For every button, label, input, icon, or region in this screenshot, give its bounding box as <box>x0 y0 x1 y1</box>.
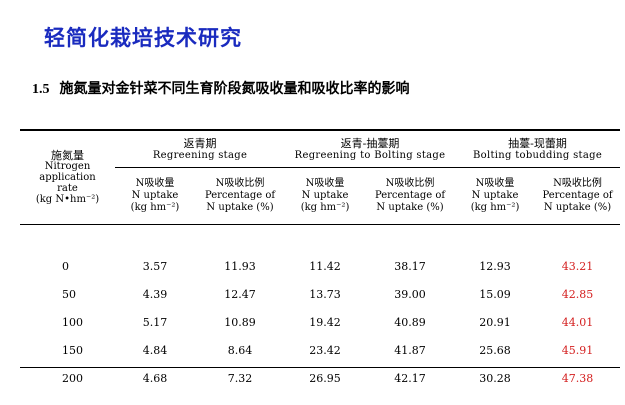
value-cell: 15.09 <box>479 287 511 301</box>
ratio-header: N吸收比例 Percentage of N uptake (%) <box>374 177 446 213</box>
table-row: 100 5.17 10.89 19.42 40.89 20.91 44.01 <box>20 308 620 336</box>
value-cell: 20.91 <box>479 315 511 329</box>
stage-header-rule <box>115 167 620 168</box>
value-cell: 4.39 <box>142 287 168 301</box>
table-row: 50 4.39 12.47 13.73 39.00 15.09 42.85 <box>20 280 620 308</box>
value-cell: 5.17 <box>142 315 168 329</box>
value-cell: 23.42 <box>309 343 341 357</box>
value-cell: 41.87 <box>394 343 426 357</box>
highlighted-value-cell: 43.21 <box>561 259 594 273</box>
table-row: 0 3.57 11.93 11.42 38.17 12.93 43.21 <box>20 252 620 280</box>
value-cell: 42.17 <box>394 371 426 385</box>
value-cell: 3.57 <box>142 259 168 273</box>
section-heading-text: 施氮量对金针菜不同生育阶段氮吸收量和吸收比率的影响 <box>59 81 410 97</box>
value-cell: 4.68 <box>142 371 168 385</box>
value-cell: 12.93 <box>479 259 511 273</box>
value-cell: 10.89 <box>224 315 256 329</box>
uptake-header: N吸收量 N uptake (kg hm⁻²) <box>470 177 520 213</box>
value-cell: 19.42 <box>309 315 341 329</box>
rate-cell: 150 <box>62 343 83 357</box>
table-row: 200 4.68 7.32 26.95 42.17 30.28 47.38 <box>20 364 620 392</box>
value-cell: 39.00 <box>394 287 426 301</box>
highlighted-value-cell: 45.91 <box>561 343 594 357</box>
rate-cell: 0 <box>62 259 69 273</box>
nitrogen-uptake-table: 施氮量 Nitrogen application rate (kg N•hm⁻²… <box>20 131 620 392</box>
uptake-header: N吸收量 N uptake (kg hm⁻²) <box>300 177 350 213</box>
section-number: 1.5 <box>32 82 50 97</box>
table-top-rule <box>20 129 620 131</box>
ratio-header: N吸收比例 Percentage of N uptake (%) <box>204 177 276 213</box>
value-cell: 38.17 <box>394 259 426 273</box>
table-bottom-rule <box>20 367 620 368</box>
rate-cell: 200 <box>62 371 83 385</box>
stage-header-regreening-to-bolting: 返青-抽薹期 Regreening to Bolting stage <box>294 136 446 161</box>
value-cell: 25.68 <box>479 343 511 357</box>
stage-header-bolting-to-budding: 抽薹-现蕾期 Bolting tobudding stage <box>473 136 603 161</box>
value-cell: 30.28 <box>479 371 511 385</box>
value-cell: 13.73 <box>309 287 341 301</box>
value-cell: 26.95 <box>309 371 341 385</box>
stage-header-row: 施氮量 Nitrogen application rate (kg N•hm⁻²… <box>20 131 620 206</box>
table-row: 150 4.84 8.64 23.42 41.87 25.68 45.91 <box>20 336 620 364</box>
stage-header-regreening: 返青期 Regreening stage <box>152 136 248 161</box>
sub-header-row: N吸收量 N uptake (kg hm⁻²) N吸收比例 Percentage of… <box>20 167 620 224</box>
value-cell: 12.47 <box>224 287 256 301</box>
page-title: 轻简化栽培技术研究 <box>44 26 242 50</box>
rate-cell: 100 <box>62 315 83 329</box>
value-cell: 11.42 <box>309 259 341 273</box>
highlighted-value-cell: 42.85 <box>561 287 594 301</box>
rate-cell: 50 <box>62 287 76 301</box>
value-cell: 4.84 <box>142 343 168 357</box>
table-header-rule <box>20 224 620 225</box>
nitrogen-rate-header: 施氮量 Nitrogen application rate (kg N•hm⁻²… <box>35 149 100 205</box>
value-cell: 11.93 <box>224 259 256 273</box>
value-cell: 8.64 <box>227 343 253 357</box>
ratio-header: N吸收比例 Percentage of N uptake (%) <box>542 177 613 213</box>
section-heading: 1.5 施氮量对金针菜不同生育阶段氮吸收量和吸收比率的影响 <box>32 78 410 98</box>
highlighted-value-cell: 44.01 <box>561 315 594 329</box>
highlighted-value-cell: 47.38 <box>561 371 594 385</box>
value-cell: 7.32 <box>227 371 253 385</box>
uptake-header: N吸收量 N uptake (kg hm⁻²) <box>130 177 180 213</box>
value-cell: 40.89 <box>394 315 426 329</box>
